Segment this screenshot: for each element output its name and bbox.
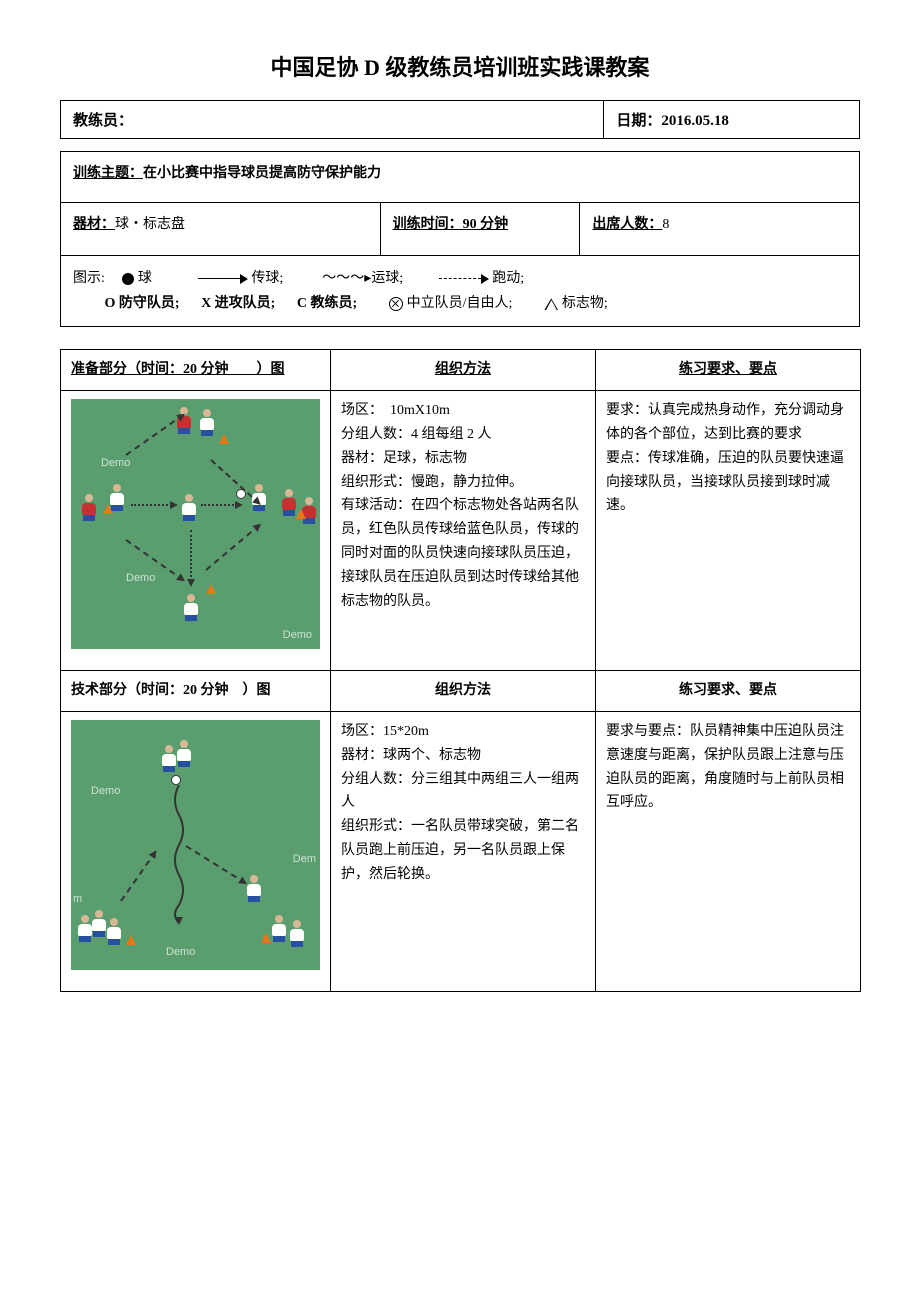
ball-icon: [122, 273, 134, 285]
cone-marker: [261, 933, 271, 943]
cone-marker: [126, 935, 136, 945]
prep-header-text: 准备部分（时间：20 分钟 ）图: [71, 362, 285, 377]
demo-watermark: Demo: [126, 569, 155, 588]
theme-label: 训练主题：: [73, 166, 143, 181]
neutral-icon: [389, 297, 403, 311]
prep-points-header-text: 练习要求、要点: [679, 362, 777, 377]
legend-marker: 标志物;: [562, 296, 608, 311]
duration-value: 90 分钟: [463, 217, 509, 232]
player-white: [106, 918, 122, 942]
player-white: [246, 875, 262, 899]
tech-diagram-cell: Demo Dem m Demo: [61, 711, 331, 991]
pass-arrow: [205, 524, 260, 571]
player-white: [289, 920, 305, 944]
player-white: [183, 594, 199, 618]
legend-pass: 传球;: [251, 271, 283, 286]
duration-label: 训练时间：: [393, 217, 463, 232]
marker-icon: [544, 298, 558, 310]
attendance-label: 出席人数：: [592, 217, 662, 232]
prep-points-header: 练习要求、要点: [596, 350, 861, 391]
player-white: [271, 915, 287, 939]
pass-arrow: [210, 459, 260, 504]
player-white: [176, 740, 192, 764]
attendance-value: 8: [662, 217, 669, 232]
tech-method-header: 组织方法: [331, 671, 596, 712]
demo-watermark: Demo: [101, 454, 130, 473]
tech-method-header-text: 组织方法: [435, 683, 491, 698]
tech-points-cell: 要求与要点：队员精神集中压迫队员注意速度与距离，保护队员跟上注意与压迫队员的距离…: [596, 711, 861, 991]
legend-coach: C 教练员;: [297, 291, 357, 316]
legend-run: 跑动;: [492, 271, 524, 286]
pass-arrow-icon: [198, 274, 248, 284]
player-white: [161, 745, 177, 769]
theme-value: 在小比赛中指导球员提高防守保护能力: [143, 166, 381, 181]
page-title: 中国足协 D 级教练员培训班实践课教案: [60, 50, 860, 82]
demo-watermark: Demo: [283, 626, 312, 645]
tech-method-cell: 场区：15*20m 器材：球两个、标志物 分组人数：分三组其中两组三人一组两人 …: [331, 711, 596, 991]
demo-watermark: m: [73, 890, 82, 909]
player-white: [91, 910, 107, 934]
legend-attacker: X 进攻队员;: [201, 291, 275, 316]
player-red: [281, 489, 297, 513]
ball-icon: [171, 775, 181, 785]
legend-dribble: 运球;: [371, 271, 403, 286]
run-arrow: [120, 851, 156, 901]
player-white: [199, 409, 215, 433]
run-arrow: [201, 504, 241, 506]
tech-header: 技术部分（时间：20 分钟 ）图: [61, 671, 331, 712]
prep-diagram-cell: Demo Demo Demo: [61, 391, 331, 671]
date-value: 2016.05.18: [661, 113, 729, 129]
prep-header: 准备部分（时间：20 分钟 ）图: [61, 350, 331, 391]
legend-neutral: 中立队员/自由人;: [407, 296, 513, 311]
equipment-value: 球・标志盘: [115, 217, 185, 232]
run-arrow: [185, 845, 245, 884]
cone-marker: [219, 434, 229, 444]
tech-header-text: 技术部分（时间：20 分钟 ）图: [71, 683, 271, 698]
equipment-label: 器材：: [73, 217, 115, 232]
cone-marker: [296, 509, 306, 519]
prep-method-header-text: 组织方法: [435, 362, 491, 377]
demo-watermark: Dem: [293, 850, 316, 869]
tech-points-header: 练习要求、要点: [596, 671, 861, 712]
prep-method-header: 组织方法: [331, 350, 596, 391]
prep-points-cell: 要求：认真完成热身动作，充分调动身体的各个部位，达到比赛的要求 要点：传球准确，…: [596, 391, 861, 671]
prep-method-cell: 场区： 10mX10m 分组人数：4 组每组 2 人 器材：足球，标志物 组织形…: [331, 391, 596, 671]
legend-ball: 球: [138, 271, 152, 286]
dribble-line: [171, 785, 191, 925]
demo-watermark: Demo: [91, 782, 120, 801]
cone-marker: [103, 504, 113, 514]
coach-date-table: 教练员： 日期：2016.05.18: [60, 100, 860, 139]
prep-field-diagram: Demo Demo Demo: [71, 399, 320, 649]
player-white: [181, 494, 197, 518]
legend-row: 图示: 球 传球; ～～～▸运球; 跑动; O 防守队员; X 进攻队员; C …: [61, 256, 860, 327]
info-table: 训练主题：在小比赛中指导球员提高防守保护能力 器材：球・标志盘 训练时间：90 …: [60, 151, 860, 327]
tech-field-diagram: Demo Dem m Demo: [71, 720, 320, 970]
tech-points-header-text: 练习要求、要点: [679, 683, 777, 698]
demo-watermark: Demo: [166, 943, 195, 962]
section-table: 准备部分（时间：20 分钟 ）图 组织方法 练习要求、要点 Demo Demo …: [60, 349, 861, 992]
legend-title: 图示:: [73, 271, 105, 286]
coach-label: 教练员：: [73, 113, 133, 129]
date-label: 日期：: [616, 113, 661, 129]
legend-defender: O 防守队员;: [105, 291, 180, 316]
run-arrow-icon: [439, 274, 489, 284]
run-arrow: [190, 530, 192, 585]
run-arrow: [131, 504, 176, 506]
cone-marker: [206, 584, 216, 594]
pass-arrow: [125, 414, 183, 456]
player-red: [81, 494, 97, 518]
player-white: [77, 915, 93, 939]
